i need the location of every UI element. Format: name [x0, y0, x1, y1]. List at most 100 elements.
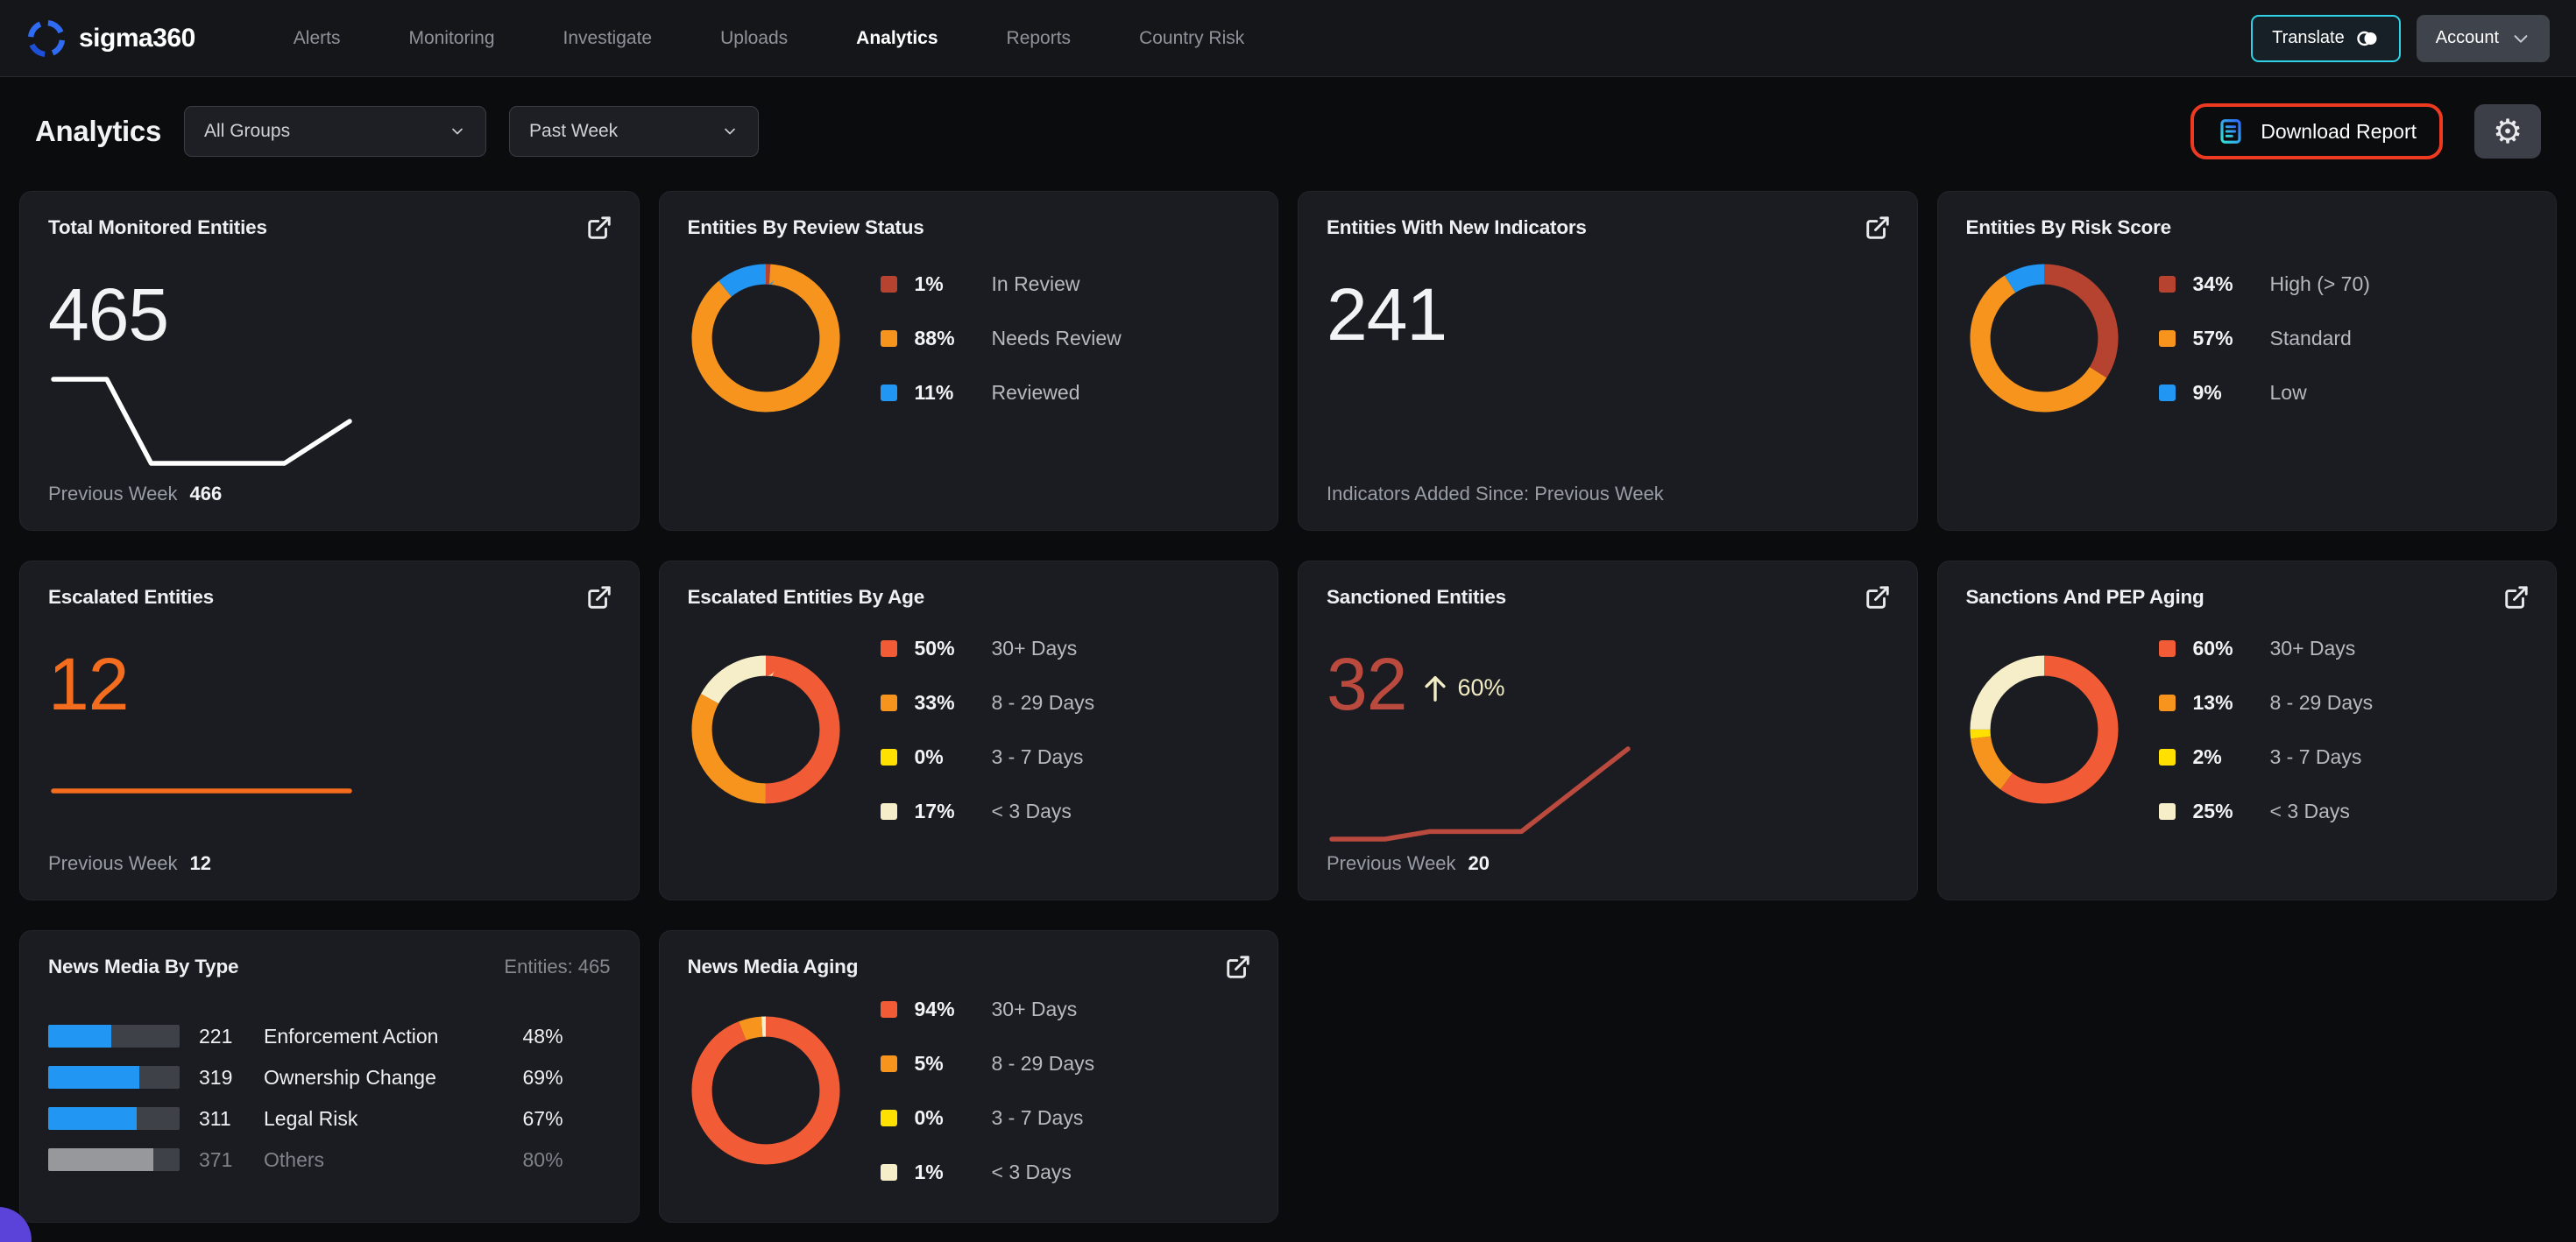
legend-swatch — [880, 1055, 897, 1072]
top-navigation-bar: sigma360 Alerts Monitoring Investigate U… — [0, 0, 2576, 77]
legend-item: 17% < 3 Days — [880, 793, 1095, 829]
legend-item: 1% < 3 Days — [880, 1154, 1095, 1190]
external-link-icon[interactable] — [2503, 584, 2530, 610]
group-filter-select[interactable]: All Groups — [184, 106, 487, 157]
annotation-highlight: Download Report — [2190, 103, 2443, 159]
nav-item-reports[interactable]: Reports — [1006, 27, 1072, 48]
card-title: Sanctions And PEP Aging — [1965, 586, 2204, 608]
legend-percent: 1% — [914, 1160, 944, 1183]
legend-swatch — [880, 802, 897, 820]
primary-nav: Alerts Monitoring Investigate Uploads An… — [294, 28, 1245, 49]
entities-count-note: Entities: 465 — [504, 956, 611, 977]
translate-button[interactable]: Translate — [2251, 14, 2401, 62]
legend-swatch — [2158, 802, 2176, 820]
legend-item: 50% 30+ Days — [880, 630, 1095, 667]
translate-button-label: Translate — [2272, 28, 2345, 47]
kpi-value: 465 — [48, 273, 169, 356]
legend-swatch — [2158, 384, 2176, 401]
legend-percent: 2% — [2192, 744, 2222, 768]
nav-item-analytics[interactable]: Analytics — [856, 27, 938, 48]
kpi-value: 241 — [1327, 273, 1447, 356]
delta-indicator: 60% — [1420, 671, 1504, 704]
donut-segment — [690, 264, 840, 413]
previous-period-label: Previous Week — [1327, 852, 1456, 874]
media-percent: 80% — [522, 1147, 563, 1171]
external-link-icon[interactable] — [586, 215, 612, 241]
media-count: 319 — [199, 1065, 233, 1089]
legend-item: 88% Needs Review — [880, 320, 1122, 356]
legend-label: < 3 Days — [991, 799, 1072, 822]
legend-percent: 50% — [914, 636, 955, 660]
donut-segment — [690, 1016, 840, 1165]
nav-item-investigate[interactable]: Investigate — [563, 27, 653, 48]
legend-item: 25% < 3 Days — [2158, 793, 2374, 829]
card-news-media-by-type: News Media By Type Entities: 465 221 Enf… — [19, 930, 640, 1223]
bar-track — [48, 1107, 180, 1130]
external-link-icon[interactable] — [1865, 215, 1891, 241]
chart-legend: 60% 30+ Days 13% 8 - 29 Days 2% 3 - 7 Da… — [2158, 630, 2374, 829]
legend-percent: 11% — [914, 380, 954, 404]
legend-swatch — [880, 384, 897, 401]
donut-segment — [690, 655, 840, 804]
nav-item-monitoring[interactable]: Monitoring — [408, 27, 495, 48]
media-percent: 48% — [522, 1024, 563, 1048]
card-sanctioned-entities: Sanctioned Entities 32 60% Previous Week… — [1298, 561, 1918, 900]
legend-item: 2% 3 - 7 Days — [2158, 738, 2374, 775]
legend-swatch — [2158, 639, 2176, 657]
legend-label: Low — [2269, 380, 2307, 404]
legend-percent: 94% — [914, 997, 955, 1020]
chart-legend: 34% High (> 70) 57% Standard 9% Low — [2158, 265, 2370, 411]
nav-item-alerts[interactable]: Alerts — [293, 27, 341, 48]
media-percent: 67% — [522, 1106, 563, 1130]
card-title: News Media By Type — [48, 956, 239, 977]
legend-label: 30+ Days — [991, 636, 1078, 660]
previous-period-value: 12 — [189, 852, 212, 874]
legend-item: 94% 30+ Days — [880, 991, 1095, 1027]
legend-label: Reviewed — [991, 380, 1080, 404]
legend-item: 5% 8 - 29 Days — [880, 1045, 1094, 1082]
legend-percent: 1% — [914, 272, 944, 295]
translate-toggle-icon — [2355, 28, 2380, 49]
legend-label: Standard — [2269, 326, 2352, 349]
legend-label: < 3 Days — [2269, 799, 2350, 822]
legend-item: 0% 3 - 7 Days — [880, 738, 1095, 775]
sparkline-path — [1329, 746, 1631, 842]
legend-swatch — [880, 694, 897, 711]
donut-chart — [1969, 655, 2119, 804]
bar-track — [48, 1148, 180, 1171]
bar-fill — [48, 1107, 137, 1130]
external-link-icon[interactable] — [1865, 584, 1891, 610]
nav-item-uploads[interactable]: Uploads — [720, 27, 789, 48]
account-button-label: Account — [2435, 28, 2499, 47]
legend-label: 30+ Days — [2269, 636, 2356, 660]
account-button[interactable]: Account — [2416, 14, 2550, 62]
donut-chart — [690, 1016, 840, 1165]
legend-item: 13% 8 - 29 Days — [2158, 684, 2373, 721]
media-type-row: 221 Enforcement Action 48% — [48, 1019, 611, 1054]
bar-fill — [48, 1066, 139, 1089]
bar-fill — [48, 1025, 111, 1048]
legend-swatch — [880, 748, 897, 766]
chart-legend: 94% 30+ Days 5% 8 - 29 Days 0% 3 - 7 Day… — [880, 991, 1095, 1190]
legend-swatch — [880, 329, 897, 347]
card-title: News Media Aging — [687, 956, 859, 977]
legend-label: 8 - 29 Days — [991, 690, 1095, 714]
media-count: 221 — [199, 1024, 233, 1048]
card-entities-by-review-status: Entities By Review Status 1% In Review 8… — [658, 191, 1278, 531]
analytics-cards-grid: Total Monitored Entities 465 Previous We… — [19, 191, 2557, 1223]
card-title: Total Monitored Entities — [48, 216, 267, 238]
legend-item: 0% 3 - 7 Days — [880, 1099, 1095, 1136]
download-report-button[interactable]: Download Report — [2217, 117, 2417, 145]
sparkline-path — [51, 377, 352, 466]
legend-percent: 34% — [2192, 272, 2233, 295]
external-link-icon[interactable] — [586, 584, 612, 610]
settings-button[interactable]: ⚙ — [2474, 104, 2541, 159]
legend-swatch — [880, 639, 897, 657]
donut-segment — [690, 655, 840, 804]
legend-label: 3 - 7 Days — [991, 744, 1084, 768]
nav-item-country-risk[interactable]: Country Risk — [1139, 27, 1245, 48]
time-range-select[interactable]: Past Week — [509, 106, 760, 157]
external-link-icon[interactable] — [1225, 954, 1251, 980]
legend-item: 1% In Review — [880, 265, 1122, 302]
brand-logo[interactable]: sigma360 — [26, 18, 195, 59]
